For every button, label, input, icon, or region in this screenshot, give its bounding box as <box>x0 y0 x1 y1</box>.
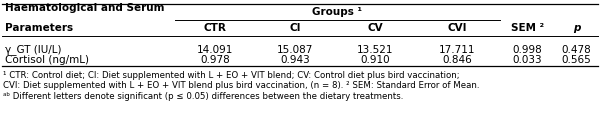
Text: Groups ¹: Groups ¹ <box>313 7 362 17</box>
Text: 17.711: 17.711 <box>439 45 476 55</box>
Text: ¹ CTR: Control diet; CI: Diet supplemented with L + EO + VIT blend; CV: Control : ¹ CTR: Control diet; CI: Diet supplement… <box>3 71 460 80</box>
Text: 0.943: 0.943 <box>280 55 310 65</box>
Text: Parameters: Parameters <box>5 23 73 33</box>
Text: CI: CI <box>289 23 301 33</box>
Text: 0.478: 0.478 <box>562 45 592 55</box>
Text: CTR: CTR <box>203 23 226 33</box>
Text: Haematological and Serum: Haematological and Serum <box>5 3 164 13</box>
Text: 0.910: 0.910 <box>360 55 390 65</box>
Text: p: p <box>573 23 580 33</box>
Text: CVI: CVI <box>448 23 467 33</box>
Text: ᵃᵇ Different letters denote significant (p ≤ 0.05) differences between the dieta: ᵃᵇ Different letters denote significant … <box>3 92 403 101</box>
Text: SEM ²: SEM ² <box>511 23 544 33</box>
Text: 0.998: 0.998 <box>512 45 542 55</box>
Text: γ_GT (IU/L): γ_GT (IU/L) <box>5 45 62 55</box>
Text: 0.978: 0.978 <box>200 55 230 65</box>
Text: CVI: Diet supplemented with L + EO + VIT blend plus bird vaccination, (n = 8). ²: CVI: Diet supplemented with L + EO + VIT… <box>3 82 479 91</box>
Text: Cortisol (ng/mL): Cortisol (ng/mL) <box>5 55 89 65</box>
Text: 14.091: 14.091 <box>197 45 233 55</box>
Text: CV: CV <box>367 23 383 33</box>
Text: 0.846: 0.846 <box>443 55 472 65</box>
Text: 0.565: 0.565 <box>562 55 592 65</box>
Text: 15.087: 15.087 <box>277 45 313 55</box>
Text: 13.521: 13.521 <box>357 45 393 55</box>
Text: 0.033: 0.033 <box>512 55 542 65</box>
